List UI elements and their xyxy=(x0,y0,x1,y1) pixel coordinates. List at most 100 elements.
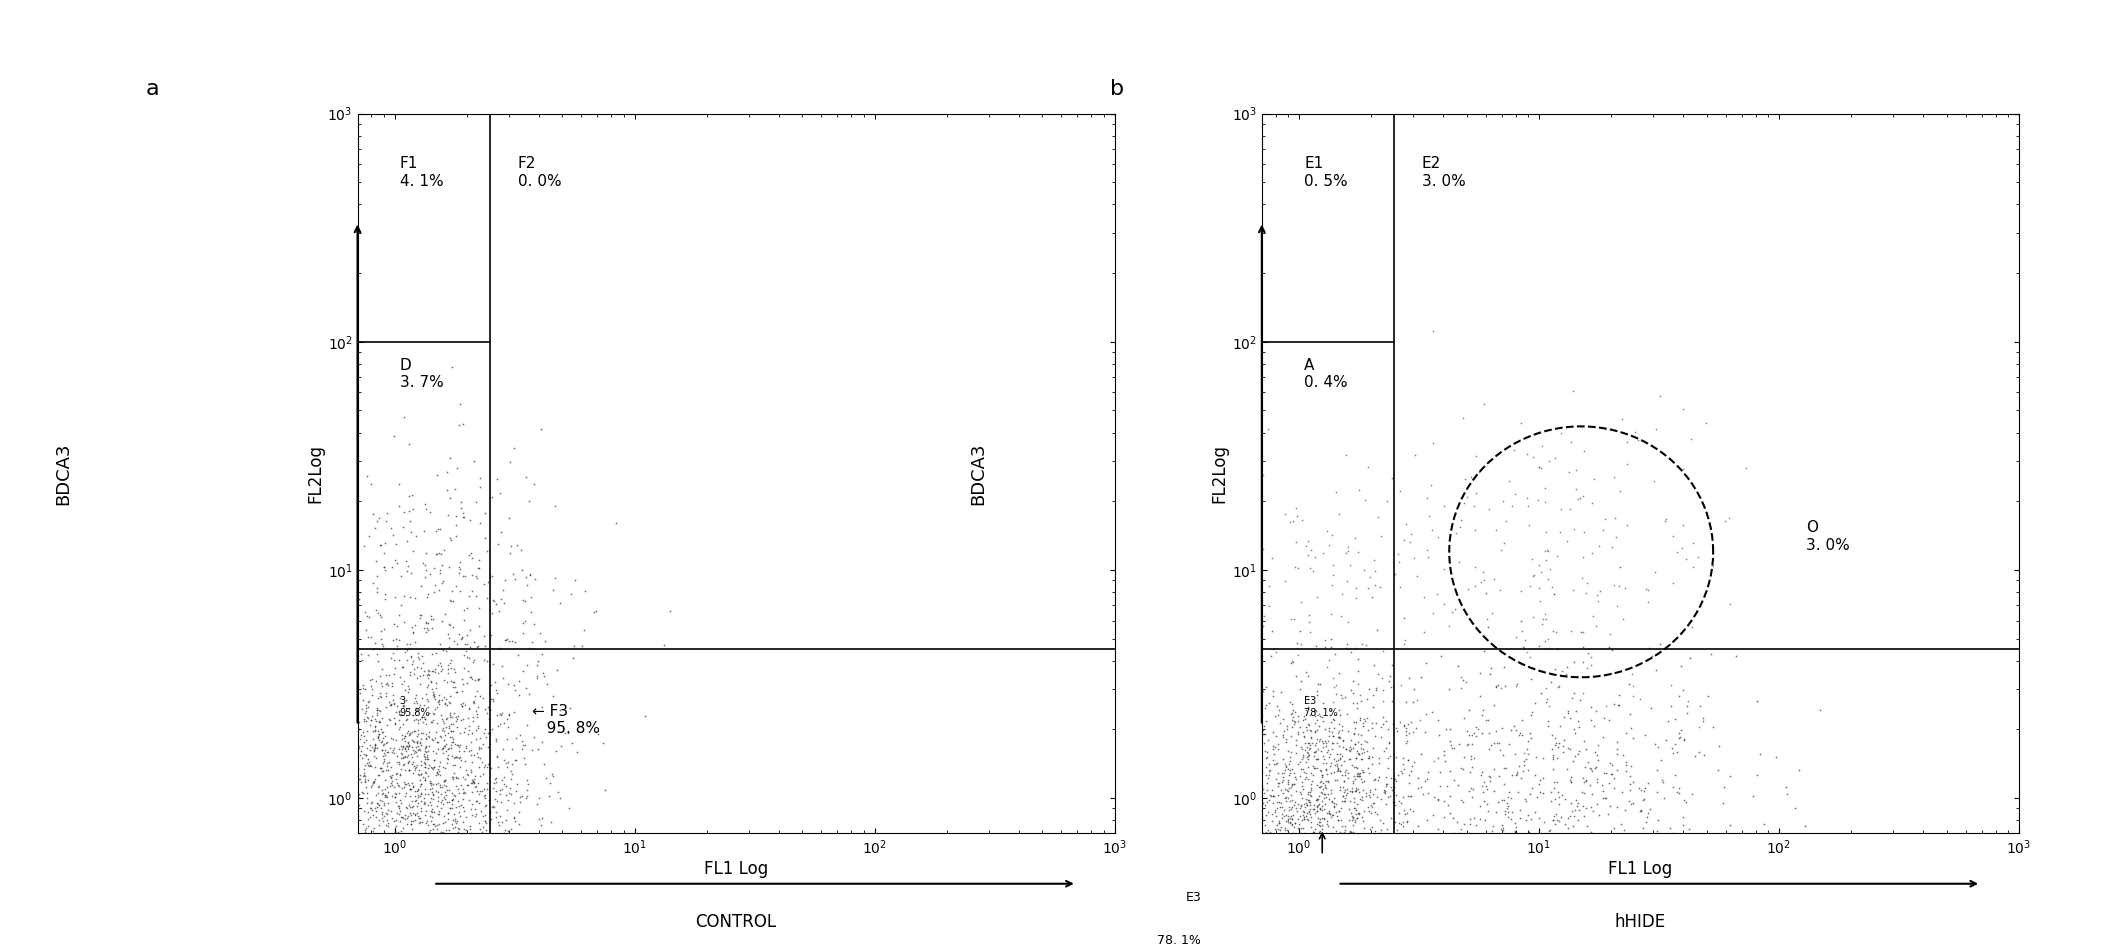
Point xyxy=(1274,787,1308,802)
Point xyxy=(488,716,522,731)
Point xyxy=(1512,498,1546,513)
Point xyxy=(1556,920,1590,936)
Point xyxy=(463,471,496,486)
Point xyxy=(1613,793,1647,808)
Point xyxy=(389,777,423,792)
Point xyxy=(421,766,454,781)
Point xyxy=(1327,784,1361,799)
Point xyxy=(1539,737,1573,752)
Point xyxy=(484,486,517,501)
Point xyxy=(435,837,469,852)
Point xyxy=(349,755,383,770)
Point xyxy=(303,745,336,760)
Point xyxy=(1565,860,1598,875)
Point xyxy=(408,807,442,822)
Point xyxy=(330,687,364,702)
Point xyxy=(374,866,408,881)
Point xyxy=(1499,819,1533,834)
Point xyxy=(1142,625,1176,640)
Point xyxy=(360,795,393,811)
Point xyxy=(362,641,395,656)
Point xyxy=(1243,700,1277,715)
Point xyxy=(1447,749,1481,764)
Point xyxy=(269,761,303,777)
Point xyxy=(1411,880,1445,895)
Point xyxy=(400,783,433,798)
Point xyxy=(433,592,467,607)
Point xyxy=(1302,789,1335,804)
Point xyxy=(1432,618,1466,634)
Point xyxy=(1598,510,1632,526)
Point xyxy=(311,786,345,801)
Point xyxy=(412,677,446,692)
Point xyxy=(1306,832,1340,848)
Point xyxy=(1268,870,1302,885)
Point xyxy=(391,747,425,762)
Point xyxy=(494,742,528,757)
Point xyxy=(503,728,536,743)
Point xyxy=(1245,857,1279,872)
Point xyxy=(1676,560,1710,575)
Point xyxy=(1615,775,1649,790)
Point xyxy=(368,789,402,804)
Point xyxy=(418,561,452,576)
Point xyxy=(463,783,496,798)
Point xyxy=(397,783,431,798)
Point xyxy=(1258,641,1291,656)
Point xyxy=(423,860,456,875)
Point xyxy=(1331,771,1365,786)
Point xyxy=(410,813,444,829)
Point xyxy=(1508,758,1541,773)
Point xyxy=(341,881,374,896)
Point xyxy=(395,813,429,829)
Point xyxy=(1291,614,1325,629)
Point xyxy=(1304,708,1338,724)
Point xyxy=(440,720,473,735)
Point xyxy=(1377,814,1411,830)
Point xyxy=(421,765,454,780)
Point xyxy=(1451,825,1485,840)
Point xyxy=(1230,935,1264,947)
Point xyxy=(490,759,524,775)
Point xyxy=(1291,748,1325,763)
Point xyxy=(290,743,324,759)
Point xyxy=(452,651,486,666)
Point xyxy=(1556,753,1590,768)
Point xyxy=(294,835,328,850)
Point xyxy=(1230,768,1264,783)
Point xyxy=(1285,742,1319,757)
Point xyxy=(1327,754,1361,769)
Point xyxy=(1619,425,1653,440)
Point xyxy=(1428,561,1462,576)
Point xyxy=(509,791,543,806)
Point xyxy=(1228,804,1262,819)
Point xyxy=(1779,800,1813,815)
Point xyxy=(1295,563,1329,579)
Point xyxy=(313,902,347,917)
Point xyxy=(395,821,429,836)
Point xyxy=(1251,805,1285,820)
Point xyxy=(1224,890,1258,905)
Point xyxy=(1569,660,1602,675)
Point xyxy=(1535,741,1569,756)
Point xyxy=(364,714,397,729)
Point xyxy=(347,803,381,818)
Point xyxy=(423,767,456,782)
Point xyxy=(1279,669,1312,684)
Point xyxy=(1255,738,1289,753)
Point xyxy=(408,770,442,785)
Point xyxy=(467,838,501,853)
Point xyxy=(1281,862,1314,877)
Point xyxy=(1640,740,1674,755)
Point xyxy=(236,752,269,767)
Point xyxy=(389,728,423,743)
Point xyxy=(1298,708,1331,724)
Point xyxy=(1272,803,1306,818)
Point xyxy=(1476,572,1510,587)
Point xyxy=(1651,714,1685,729)
Point xyxy=(1453,858,1487,873)
Point xyxy=(1552,839,1586,854)
Point xyxy=(1329,831,1363,846)
Point xyxy=(326,814,360,830)
Point xyxy=(379,732,412,747)
